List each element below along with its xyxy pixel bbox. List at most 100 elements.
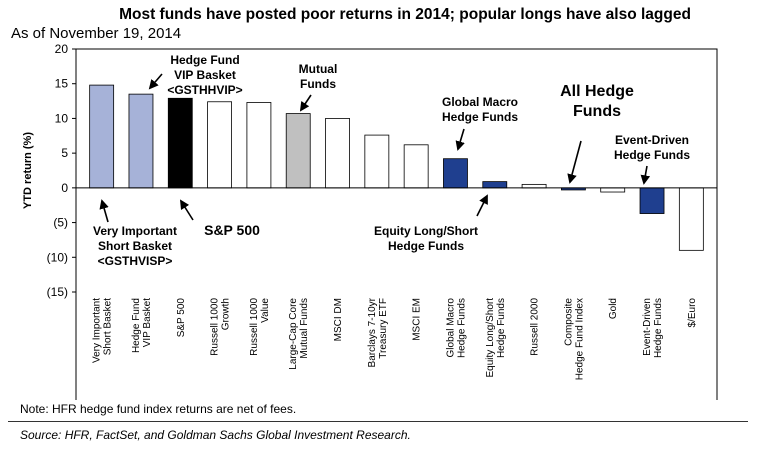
x-tick-label-line: Hedge Fund [131,298,142,353]
footnote: Note: HFR hedge fund index returns are n… [20,402,297,416]
x-tick-label-line: Russell 1000 [249,298,260,356]
x-tick-label-line: Hedge Funds [653,298,664,358]
bar [639,187,665,214]
y-tick-label: 10 [55,111,69,125]
x-tick-label-line: Growth [221,298,232,330]
bar [207,101,232,189]
bar [325,118,350,189]
x-tick-label: S&P 500 [176,298,187,338]
annotation-label: All Hedge Funds [560,83,634,120]
x-tick-label: Barclays 7-10yrTreasury ETF [367,297,389,367]
x-tick-label-line: Gold [608,298,619,319]
x-tick-label-line: Global Macro [445,298,456,358]
x-tick-label-line: Composite [563,298,574,346]
x-tick-label-line: VIP Basket [142,298,153,348]
x-tick-label: Gold [608,298,619,319]
annotation-line: Event-Driven [615,133,689,147]
annotation-label: Equity Long/Short Hedge Funds [374,224,478,253]
y-tick-label: 15 [55,77,69,91]
chart-title: Most funds have posted poor returns in 2… [119,6,691,23]
x-tick-label-line: $/Euro [687,298,698,328]
y-tick-label: (15) [47,285,68,299]
annotation-label: Mutual Funds [299,62,338,91]
x-axis-labels: Very ImportantShort Basket Hedge FundVIP … [92,297,698,380]
x-tick-label: CompositeHedge Fund Index [563,298,585,381]
annotation-label: S&P 500 [204,222,260,238]
x-tick-label: Russell 2000 [530,298,541,356]
annotation-line: Very Important [93,224,177,238]
annotations: Hedge Fund VIP Basket <GSTHHVIP> Very Impor… [93,53,690,268]
x-tick-label-line: Hedge Fund Index [574,298,585,380]
annotation-line: <GSTHHVIP> [167,83,242,97]
x-tick-label: Very ImportantShort Basket [92,298,114,363]
y-tick-label: (10) [47,250,68,264]
x-tick-label: Hedge FundVIP Basket [131,298,153,353]
x-tick-label-line: Treasury ETF [378,298,389,359]
annotation-line: Hedge Funds [442,110,518,124]
bar [403,144,429,189]
x-tick-label: Russell 1000Value [249,298,271,356]
annotation-arrow [148,73,163,90]
x-tick-label: MSCI DM [333,298,344,341]
x-tick-label-line: S&P 500 [176,298,187,338]
annotation-line: Hedge Funds [614,148,690,162]
bar [89,84,115,189]
y-tick-label: 20 [55,42,69,56]
annotation-arrow [567,140,582,184]
divider [8,421,748,422]
annotation-label: Event-Driven Hedge Funds [614,133,690,162]
annotation-line: Hedge Funds [388,239,464,253]
annotation-line: VIP Basket [174,68,236,82]
x-tick-label-line: Equity Long/Short [485,298,496,378]
annotation-line: S&P 500 [204,222,260,238]
x-tick-label-line: Hedge Funds [456,298,467,358]
x-tick-label-line: MSCI EM [412,298,423,341]
x-tick-label-line: Hedge Funds [496,298,507,358]
annotation-line: Funds [573,103,621,120]
x-tick-label-line: Event-Driven [642,298,653,356]
annotation-arrow [299,94,312,112]
x-tick-label-line: Barclays 7-10yr [367,297,378,367]
bar [364,134,390,189]
annotation-line: Equity Long/Short [374,224,478,238]
y-tick-label: (5) [53,216,68,230]
annotation-arrow [179,199,194,221]
annotation-label: Hedge Fund VIP Basket <GSTHHVIP> [167,53,242,97]
annotation-label: Very Important Short Basket <GSTHVISP> [93,224,177,268]
annotation-line: All Hedge [560,83,634,100]
x-tick-label-line: Russell 1000 [210,298,221,356]
bar [600,187,626,193]
y-tick-label: 5 [61,146,68,160]
x-tick-label-line: Mutual Funds [299,298,310,359]
x-tick-label: Russell 1000Growth [210,298,232,356]
x-tick-label-line: Value [260,298,271,323]
bar [285,113,311,189]
x-tick-label: Equity Long/ShortHedge Funds [485,298,507,378]
bar [246,102,272,189]
bar-chart: 20 15 10 5 0 (5) (10) (15) YTD return (%) Very I… [22,42,718,400]
x-tick-label: MSCI EM [412,298,423,341]
x-tick-label: $/Euro [687,298,698,328]
annotation-arrow [476,194,488,217]
x-tick-label-line: Short Basket [103,298,114,355]
y-tick-label: 0 [61,181,68,195]
x-tick-label-line: Very Important [92,298,103,363]
x-tick-label-line: MSCI DM [333,298,344,341]
annotation-arrow [640,165,651,185]
chart-subtitle: As of November 19, 2014 [11,25,182,42]
annotation-line: Mutual [299,62,338,76]
bar [128,93,154,189]
annotation-line: Short Basket [98,239,172,253]
x-tick-label-line: Russell 2000 [530,298,541,356]
annotation-arrow [99,199,109,223]
x-tick-label: Event-DrivenHedge Funds [642,298,664,358]
bar [443,158,468,189]
annotation-arrow [455,128,465,151]
annotation-line: Hedge Fund [170,53,239,67]
source-note: Source: HFR, FactSet, and Goldman Sachs … [20,428,411,442]
x-tick-label: Large-Cap CoreMutual Funds [288,298,310,370]
annotation-label: Global Macro Hedge Funds [442,95,518,124]
bar [678,187,704,251]
bar [482,181,508,189]
annotation-line: <GSTHVISP> [98,254,173,268]
